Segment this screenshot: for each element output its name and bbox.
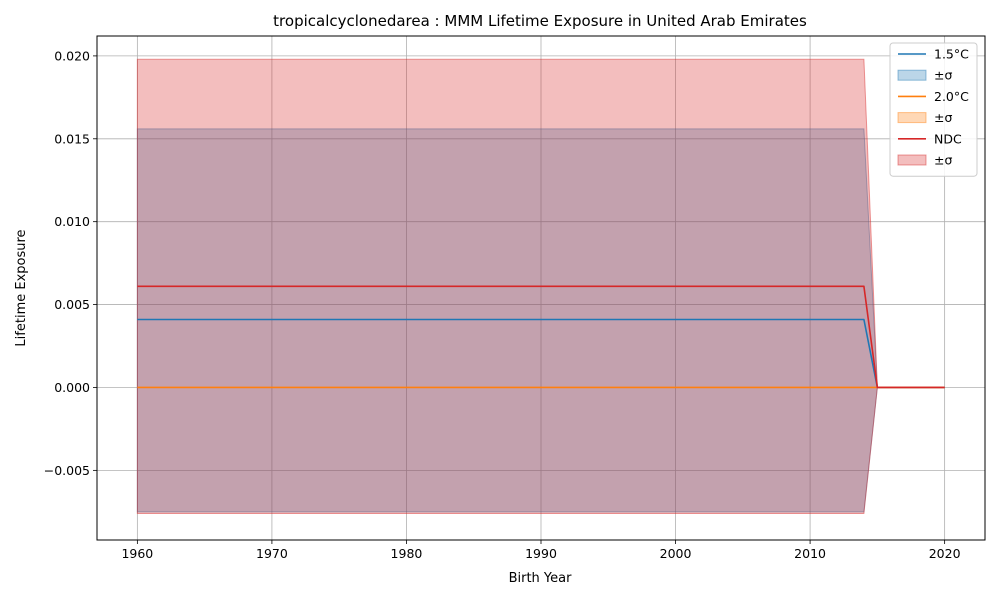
legend: 1.5°C ±σ 2.0°C ±σ NDC ±σ	[889, 42, 978, 177]
legend-band-swatch	[897, 112, 927, 124]
legend-label: 2.0°C	[934, 89, 969, 104]
y-axis-label: Lifetime Exposure	[14, 229, 29, 346]
series-lines	[137, 285, 945, 389]
legend-label: ±σ	[934, 110, 952, 125]
y-tick-label: 0.010	[54, 214, 90, 229]
series-line-NDC	[137, 285, 945, 389]
x-tick-label: 2020	[929, 546, 961, 561]
y-tick-label: 0.005	[54, 297, 90, 312]
x-tick-label: 1960	[121, 546, 153, 561]
x-tick-label: 2010	[794, 546, 826, 561]
legend-label: ±σ	[934, 153, 952, 168]
y-tick-label: 0.020	[54, 48, 90, 63]
y-tick-label: 0.015	[54, 131, 90, 146]
x-tick-label: 2000	[660, 546, 692, 561]
legend-label: ±σ	[934, 68, 952, 83]
y-axis-ticks: −0.005 0.000 0.005 0.010 0.015 0.020	[44, 48, 97, 478]
legend-label: 1.5°C	[934, 47, 969, 62]
legend-label: NDC	[934, 131, 962, 146]
legend-band-swatch	[897, 154, 927, 166]
legend-band-swatch	[897, 69, 927, 81]
x-axis-label: Birth Year	[509, 571, 573, 586]
y-tick-label: 0.000	[54, 380, 90, 395]
y-tick-label: −0.005	[44, 463, 90, 478]
x-tick-label: 1990	[525, 546, 557, 561]
x-tick-label: 1970	[256, 546, 288, 561]
legend-box	[889, 42, 978, 177]
x-axis-ticks: 1960 1970 1980 1990 2000 2010 2020	[121, 540, 961, 561]
x-tick-label: 1980	[391, 546, 423, 561]
chart-title: tropicalcyclonedarea : MMM Lifetime Expo…	[273, 12, 807, 30]
